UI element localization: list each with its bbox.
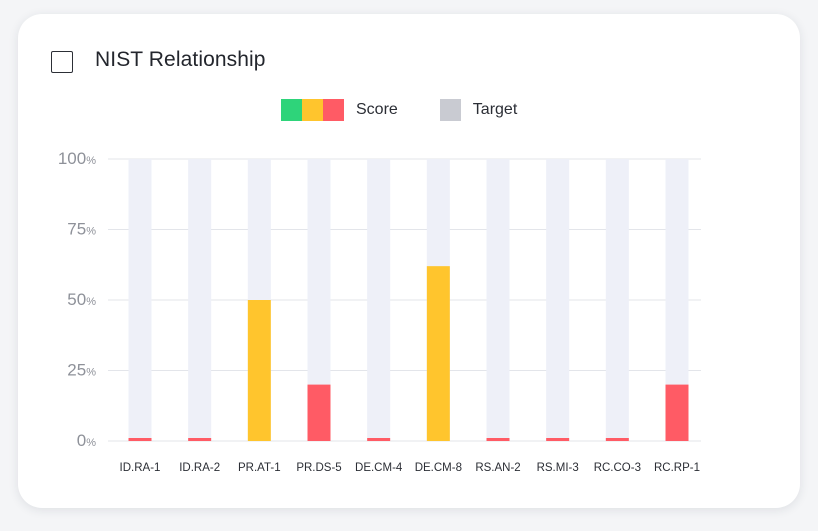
target-bar-RS.MI-3	[546, 159, 570, 441]
x-tick-label-PR.AT-1: PR.AT-1	[238, 462, 281, 474]
x-tick-label-ID.RA-1: ID.RA-1	[120, 462, 161, 474]
score-swatch-yellow	[302, 99, 323, 121]
x-tick-label-RC.RP-1: RC.RP-1	[654, 462, 700, 474]
x-tick-label-ID.RA-2: ID.RA-2	[179, 462, 220, 474]
score-swatch-green	[281, 99, 302, 121]
legend-label-score: Score	[356, 101, 398, 118]
y-tick-label-100: 100%	[58, 149, 96, 168]
target-bar-RC.RP-1	[665, 159, 689, 441]
y-tick-label-25: 25%	[67, 361, 96, 380]
target-bar-ID.RA-1	[128, 159, 152, 441]
x-tick-label-DE.CM-8: DE.CM-8	[415, 462, 462, 474]
x-tick-label-DE.CM-4: DE.CM-4	[355, 462, 403, 474]
legend-label-target: Target	[472, 101, 518, 118]
score-bar-ID.RA-1	[128, 438, 152, 441]
target-bar-RC.CO-3	[605, 159, 629, 441]
legend-item-target[interactable]: Target	[439, 99, 518, 121]
select-checkbox[interactable]	[51, 51, 73, 73]
score-swatch-red	[323, 99, 344, 121]
target-swatch	[439, 99, 461, 121]
target-bar-RS.AN-2	[486, 159, 510, 441]
target-bar-ID.RA-2	[188, 159, 212, 441]
x-tick-label-PR.DS-5: PR.DS-5	[296, 462, 341, 474]
score-bar-ID.RA-2	[188, 438, 212, 441]
y-tick-label-50: 50%	[67, 290, 96, 309]
target-bar-DE.CM-4	[367, 159, 391, 441]
score-bar-RS.AN-2	[486, 438, 510, 441]
x-tick-label-RS.AN-2: RS.AN-2	[475, 462, 520, 474]
score-bar-PR.DS-5	[307, 384, 331, 441]
score-bar-DE.CM-8	[426, 266, 450, 441]
score-bar-RC.RP-1	[665, 384, 689, 441]
chart-legend: Score Target	[281, 99, 517, 121]
legend-item-score[interactable]: Score	[281, 99, 398, 121]
score-bar-RC.CO-3	[605, 438, 629, 441]
y-tick-label-75: 75%	[67, 220, 96, 239]
x-tick-label-RS.MI-3: RS.MI-3	[537, 462, 579, 474]
x-tick-label-RC.CO-3: RC.CO-3	[594, 462, 641, 474]
score-bar-PR.AT-1	[247, 300, 271, 441]
score-bar-DE.CM-4	[367, 438, 391, 441]
y-tick-label-0: 0%	[77, 431, 96, 450]
nist-relationship-card: NIST Relationship Score Target 0% 25% 50% 7…	[18, 14, 800, 508]
score-bar-RS.MI-3	[546, 438, 570, 441]
target-bar-PR.DS-5	[307, 159, 331, 441]
nist-bar-chart: 0% 25% 50% 75% 100% ID.RA-1 ID.RA-2 PR.AT-1 PR.D…	[58, 149, 701, 474]
card-title: NIST Relationship	[95, 48, 266, 71]
score-swatch-group	[281, 99, 344, 121]
